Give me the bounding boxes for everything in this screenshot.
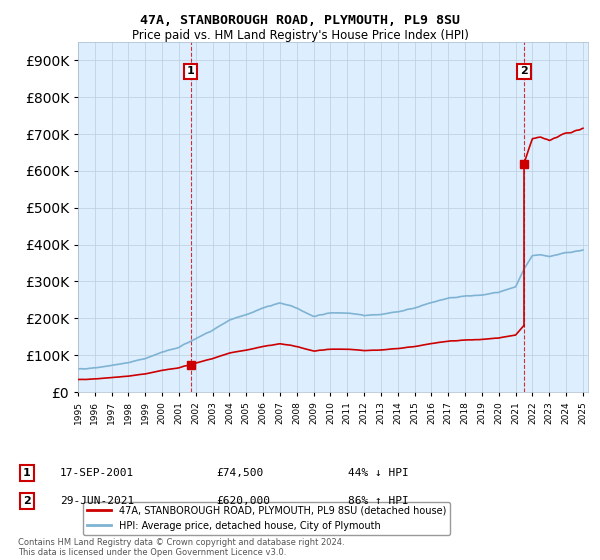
Text: 29-JUN-2021: 29-JUN-2021 — [60, 496, 134, 506]
Text: Contains HM Land Registry data © Crown copyright and database right 2024.
This d: Contains HM Land Registry data © Crown c… — [18, 538, 344, 557]
Text: 1: 1 — [23, 468, 31, 478]
Text: 86% ↑ HPI: 86% ↑ HPI — [348, 496, 409, 506]
Text: 47A, STANBOROUGH ROAD, PLYMOUTH, PL9 8SU: 47A, STANBOROUGH ROAD, PLYMOUTH, PL9 8SU — [140, 14, 460, 27]
Text: 44% ↓ HPI: 44% ↓ HPI — [348, 468, 409, 478]
Text: 1: 1 — [187, 67, 194, 77]
Text: 2: 2 — [23, 496, 31, 506]
Text: £620,000: £620,000 — [216, 496, 270, 506]
Legend: 47A, STANBOROUGH ROAD, PLYMOUTH, PL9 8SU (detached house), HPI: Average price, d: 47A, STANBOROUGH ROAD, PLYMOUTH, PL9 8SU… — [83, 502, 450, 534]
Text: £74,500: £74,500 — [216, 468, 263, 478]
Text: Price paid vs. HM Land Registry's House Price Index (HPI): Price paid vs. HM Land Registry's House … — [131, 29, 469, 42]
Text: 17-SEP-2001: 17-SEP-2001 — [60, 468, 134, 478]
Text: 2: 2 — [520, 67, 528, 77]
